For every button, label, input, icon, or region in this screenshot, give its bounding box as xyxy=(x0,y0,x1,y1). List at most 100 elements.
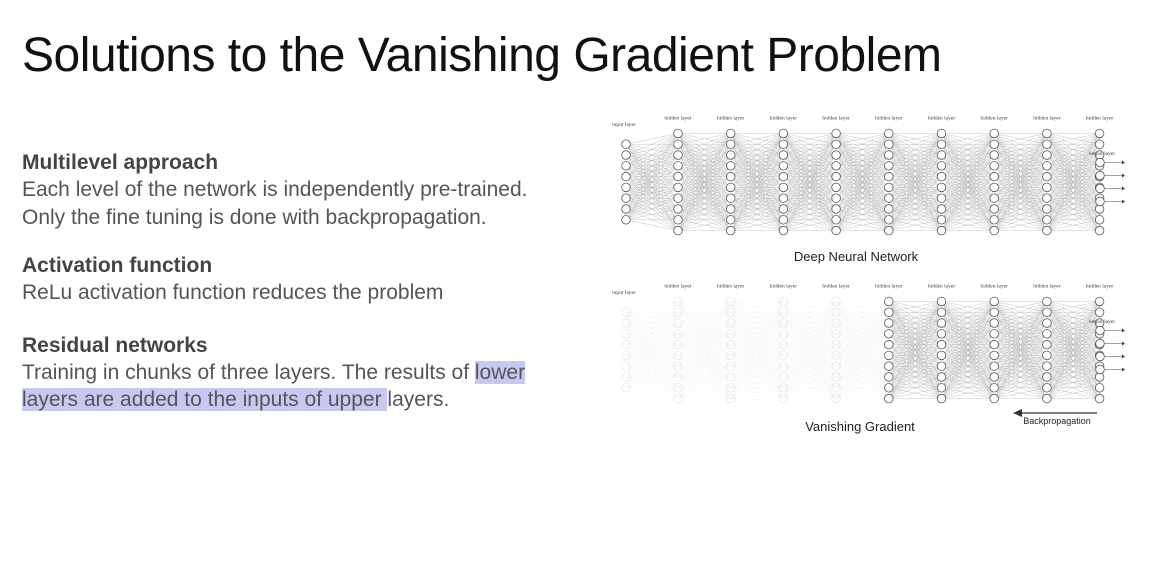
neuron-node xyxy=(621,139,631,149)
neuron-node xyxy=(936,361,947,371)
layer-label: input layer xyxy=(612,122,636,128)
neuron-node xyxy=(673,161,683,171)
output-arrow-head xyxy=(1122,367,1125,372)
neuron-node xyxy=(1042,307,1052,317)
neuron-node xyxy=(673,204,683,214)
neuron-node xyxy=(884,204,894,214)
neuron-node xyxy=(621,350,631,361)
backprop-arrow xyxy=(1013,409,1097,417)
connection-group xyxy=(730,301,784,399)
neuron-node xyxy=(831,193,841,203)
neuron-node xyxy=(1042,361,1052,371)
connection-group xyxy=(677,301,731,399)
neuron-node xyxy=(936,150,947,160)
neuron-node xyxy=(621,383,631,393)
section-heading: Activation function xyxy=(22,254,213,277)
neuron-node xyxy=(989,296,999,307)
neuron-node xyxy=(725,329,736,339)
neuron-node xyxy=(936,139,947,149)
neuron-node xyxy=(1042,372,1052,382)
neuron-node xyxy=(989,139,999,149)
neuron-node xyxy=(884,339,894,350)
neuron-node xyxy=(1095,157,1105,168)
neuron-node xyxy=(831,215,841,225)
connection-group xyxy=(625,133,679,231)
neuron-node xyxy=(725,150,736,160)
neuron-node xyxy=(884,318,894,328)
neuron-node xyxy=(936,296,947,307)
neuron-node xyxy=(989,225,999,236)
neuron-node xyxy=(778,307,789,317)
section-heading: Residual networks xyxy=(22,333,208,357)
neuron-node xyxy=(989,383,999,393)
section-activation: Activation function ReLu activation func… xyxy=(22,253,542,307)
neuron-node xyxy=(831,350,841,361)
neuron-node xyxy=(673,215,683,225)
section-multilevel: Multilevel approach Each level of the ne… xyxy=(22,150,542,231)
neuron-node xyxy=(884,128,894,139)
connection-group xyxy=(1046,301,1100,399)
neuron-node xyxy=(673,296,683,307)
neuron-node xyxy=(621,339,631,350)
neuron-node xyxy=(1042,139,1052,149)
layer-label: hidden layer xyxy=(1033,116,1061,122)
neuron-node xyxy=(936,318,947,328)
neuron-node xyxy=(778,329,789,339)
neuron-node xyxy=(989,204,999,214)
neuron-node xyxy=(936,372,947,382)
neuron-node xyxy=(936,171,947,182)
output-arrow-head xyxy=(1122,328,1125,333)
connection-group xyxy=(994,133,1048,231)
neuron-node xyxy=(1095,196,1105,207)
neuron-node xyxy=(989,182,999,193)
connection-group xyxy=(783,133,837,231)
neuron-node xyxy=(831,329,841,339)
neuron-node xyxy=(1042,193,1052,203)
layer-label: hidden layer xyxy=(981,116,1009,122)
neuron-node xyxy=(725,307,736,317)
neuron-node xyxy=(1042,204,1052,214)
output-arrow-head xyxy=(1122,354,1125,359)
neuron-node xyxy=(989,215,999,225)
output-arrow-head xyxy=(1122,341,1125,346)
neuron-node xyxy=(1042,296,1052,307)
neuron-node xyxy=(1042,150,1052,160)
neuron-node xyxy=(778,296,789,307)
neuron-node xyxy=(884,150,894,160)
diagram-caption-bottom: Vanishing Gradient xyxy=(805,419,915,434)
neuron-node xyxy=(831,225,841,236)
neuron-node xyxy=(1095,351,1105,362)
neuron-node xyxy=(778,215,789,225)
diagram-caption-top: Deep Neural Network xyxy=(794,249,919,264)
neuron-node xyxy=(989,339,999,350)
neuron-node xyxy=(989,372,999,382)
neuron-node xyxy=(778,361,789,371)
neuron-node xyxy=(831,296,841,307)
neuron-node xyxy=(1042,215,1052,225)
neuron-node xyxy=(831,182,841,193)
neuron-node xyxy=(831,171,841,182)
neuron-node xyxy=(884,139,894,149)
connection-group xyxy=(835,301,889,399)
neuron-node xyxy=(673,339,683,350)
neuron-node xyxy=(884,350,894,361)
neuron-node xyxy=(936,383,947,393)
neuron-node xyxy=(621,307,631,317)
neuron-node xyxy=(673,128,683,139)
section-heading: Multilevel approach xyxy=(22,151,219,174)
neuron-node xyxy=(1094,215,1105,225)
layer-label: hidden layer xyxy=(1033,284,1061,290)
neuron-node xyxy=(778,393,789,404)
neuron-node xyxy=(621,215,631,225)
neuron-node xyxy=(778,193,789,203)
neuron-node xyxy=(725,215,736,225)
neuron-node xyxy=(1042,350,1052,361)
neuron-node xyxy=(989,128,999,139)
neuron-node xyxy=(1042,329,1052,339)
neuron-node xyxy=(1094,225,1105,236)
neuron-node xyxy=(989,318,999,328)
neuron-node xyxy=(778,372,789,382)
layer-label: hidden layer xyxy=(717,284,745,290)
neuron-node xyxy=(1094,307,1105,317)
neuron-node xyxy=(1042,161,1052,171)
